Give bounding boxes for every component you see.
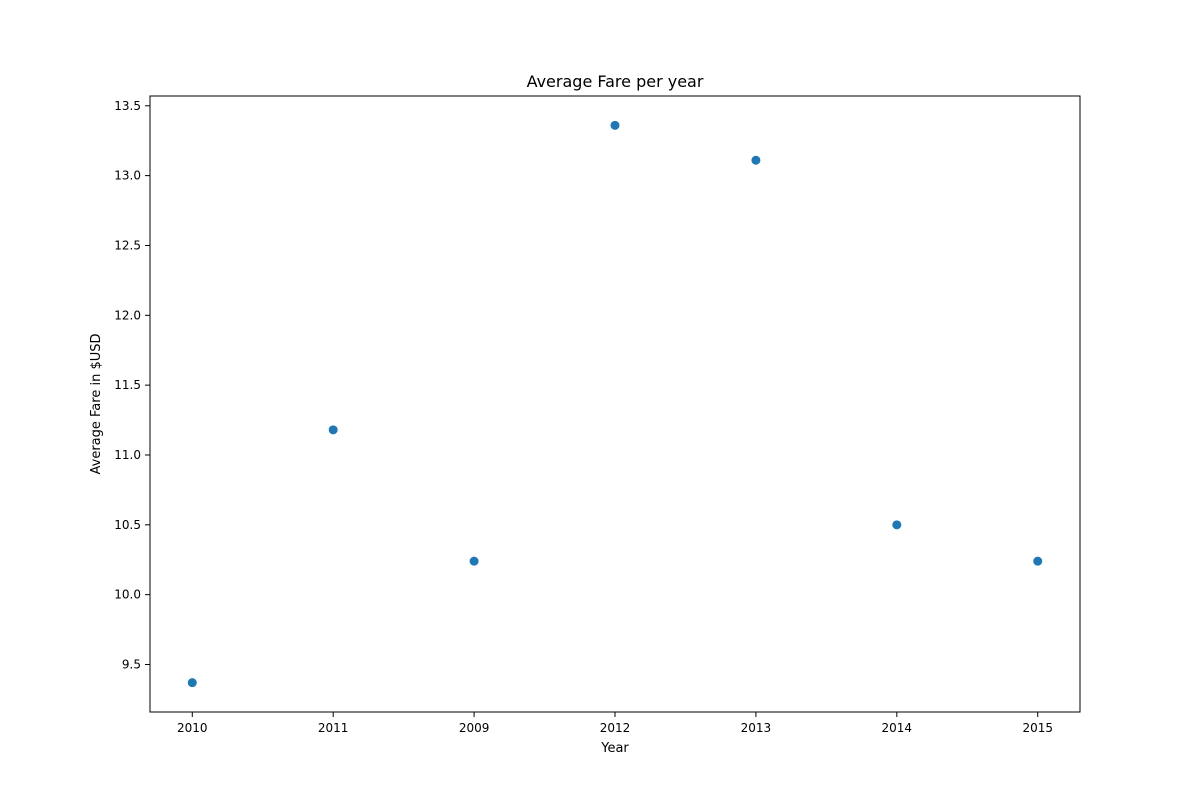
data-point-2014 (892, 520, 902, 530)
data-point-2013 (751, 155, 761, 165)
plot-frame (149, 95, 1081, 713)
data-point-2015 (1033, 556, 1043, 566)
y-tick-label: 9.5 (122, 658, 141, 672)
y-tick-label: 11.5 (114, 378, 141, 392)
data-point-2010 (187, 678, 197, 688)
y-tick-label: 10.0 (114, 588, 141, 602)
y-tick-label: 13.0 (114, 169, 141, 183)
y-axis-label: Average Fare in $USD (89, 334, 104, 475)
data-point-2009 (469, 556, 479, 566)
x-axis-ticks: 2010 2011 2009 2012 2013 2014 2015 (177, 712, 1053, 735)
y-tick-label: 12.5 (114, 238, 141, 252)
y-tick-label: 13.5 (114, 99, 141, 113)
x-tick-label: 2013 (741, 721, 772, 735)
data-point-2012 (610, 120, 620, 130)
x-tick-label: 2011 (318, 721, 349, 735)
y-tick-label: 12.0 (114, 308, 141, 322)
chart-title: Average Fare per year (527, 72, 704, 91)
y-tick-label: 10.5 (114, 518, 141, 532)
x-tick-label: 2012 (600, 721, 631, 735)
y-axis-ticks: 9.5 10.0 10.5 11.0 11.5 12.0 12.5 13.0 13.5 (114, 99, 150, 672)
data-point-2011 (328, 425, 338, 435)
x-tick-label: 2014 (882, 721, 913, 735)
y-tick-label: 11.0 (114, 448, 141, 462)
x-tick-label: 2015 (1022, 721, 1053, 735)
data-points (187, 120, 1043, 688)
x-tick-label: 2009 (459, 721, 490, 735)
x-tick-label: 2010 (177, 721, 208, 735)
x-axis-label: Year (600, 741, 629, 756)
